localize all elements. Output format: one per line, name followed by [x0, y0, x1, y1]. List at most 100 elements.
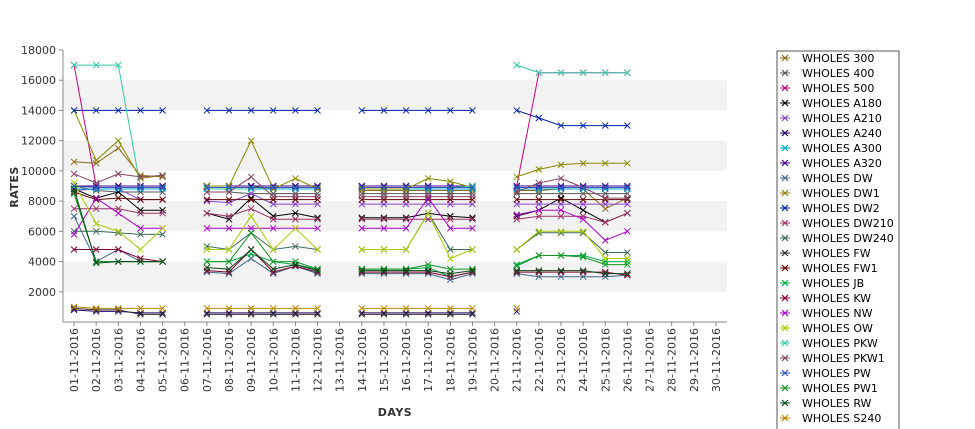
legend-label: WHOLES A180 [802, 97, 882, 110]
series-line [361, 273, 473, 281]
data-point [70, 179, 78, 187]
legend-item: WHOLES DW1 [780, 187, 880, 200]
legend-label: WHOLES A240 [802, 127, 882, 140]
legend-label: WHOLES 300 [802, 52, 874, 65]
legend-label: WHOLES PKW1 [802, 352, 885, 365]
x-tick-label: 23-11-2016 [555, 328, 568, 392]
series-line [74, 208, 163, 214]
x-tick-label: 30-11-2016 [710, 328, 723, 392]
series-line [206, 176, 318, 198]
x-tick-label: 17-11-2016 [422, 328, 435, 392]
legend: WHOLES 300 WHOLES 400 WHOLES 500 WHOLES A18… [776, 50, 900, 429]
legend-item: WHOLES JB [780, 277, 864, 290]
legend-item: WHOLES 500 [780, 82, 874, 95]
series-wholes-rw [70, 185, 631, 277]
y-tick-label: 2000 [28, 286, 56, 299]
series-line [516, 273, 628, 278]
series-line [516, 64, 628, 74]
data-point [70, 303, 78, 311]
legend-label: WHOLES DW2 [802, 202, 880, 215]
legend-item: WHOLES A240 [780, 127, 882, 140]
x-tick-label: 03-11-2016 [112, 328, 125, 392]
series-lines [70, 61, 631, 318]
series-line [516, 162, 628, 178]
x-tick-label: 09-11-2016 [245, 328, 258, 392]
grid-band [63, 80, 727, 111]
data-point [314, 305, 321, 312]
legend-label: WHOLES A210 [802, 112, 882, 125]
series-line [74, 230, 163, 235]
legend-item: WHOLES S240 [780, 412, 881, 425]
x-tick-label: 10-11-2016 [267, 328, 280, 392]
x-tick-label: 25-11-2016 [599, 328, 612, 392]
data-point [314, 107, 321, 114]
legend-item: WHOLES FW [780, 247, 871, 260]
series-line [73, 110, 163, 179]
series-line [361, 212, 473, 219]
grid-band [63, 291, 727, 322]
grid-band [63, 201, 727, 232]
series-line [74, 309, 163, 314]
series-line [206, 139, 318, 190]
series-line [206, 208, 318, 220]
x-tick-label: 05-11-2016 [157, 328, 170, 392]
x-tick-label: 13-11-2016 [334, 328, 347, 392]
data-point [70, 205, 78, 213]
series-line [516, 177, 628, 199]
x-tick-label: 01-11-2016 [68, 328, 81, 392]
series-line [206, 248, 318, 272]
legend-item: WHOLES DW240 [780, 232, 894, 245]
series-line [74, 185, 163, 188]
series-line [206, 215, 318, 251]
data-point [70, 306, 78, 314]
x-tick-label: 07-11-2016 [201, 328, 214, 392]
series-line [73, 191, 163, 201]
series-wholes-pkw1 [70, 170, 631, 202]
legend-label: WHOLES 500 [802, 82, 874, 95]
legend-item: WHOLES RW [780, 397, 872, 410]
legend-box [776, 50, 900, 429]
data-point [314, 215, 321, 223]
legend-label: WHOLES DW [802, 172, 873, 185]
series-wholes-fw1 [70, 188, 631, 203]
series-line [361, 197, 473, 229]
legend-item: WHOLES PKW1 [780, 352, 885, 365]
series-line [206, 193, 318, 205]
series-wholes-dw2 [70, 107, 631, 129]
x-tick-label: 24-11-2016 [577, 328, 590, 392]
data-point [203, 246, 211, 253]
series-line [516, 212, 628, 223]
legend-label: WHOLES FW [802, 247, 871, 260]
data-point [203, 258, 211, 265]
legend-label: WHOLES FW1 [802, 262, 878, 275]
y-tick-label: 8000 [28, 195, 56, 208]
data-point [314, 224, 321, 232]
series-line [361, 264, 473, 270]
y-tick-label: 18000 [21, 44, 56, 57]
legend-label: WHOLES JB [802, 277, 864, 290]
data-point [203, 267, 211, 274]
data-point [513, 305, 521, 312]
data-point [203, 196, 211, 203]
y-tick-label: 16000 [21, 74, 56, 87]
x-tick-label: 14-11-2016 [356, 328, 369, 392]
x-tick-label: 15-11-2016 [378, 328, 391, 392]
axes: 2000 4000 6000 8000 10000 12000 14000 16000 1800… [21, 44, 727, 392]
series-line [206, 197, 318, 220]
grid-band [63, 140, 727, 171]
data-point [159, 173, 166, 181]
legend-label: WHOLES KW [802, 292, 871, 305]
legend-item: WHOLES A180 [780, 97, 882, 110]
legend-item: WHOLES A300 [780, 142, 882, 155]
data-point [314, 267, 321, 274]
data-point [203, 209, 211, 217]
x-tick-label: 08-11-2016 [223, 328, 236, 392]
legend-item: WHOLES KW [780, 292, 871, 305]
data-point [203, 243, 211, 250]
y-tick-label: 10000 [21, 165, 56, 178]
series-line [516, 232, 628, 253]
legend-label: WHOLES PW1 [802, 382, 878, 395]
x-tick-label: 16-11-2016 [400, 328, 413, 392]
series-wholes-fw [70, 305, 476, 318]
legend-item: WHOLES FW1 [780, 262, 878, 275]
